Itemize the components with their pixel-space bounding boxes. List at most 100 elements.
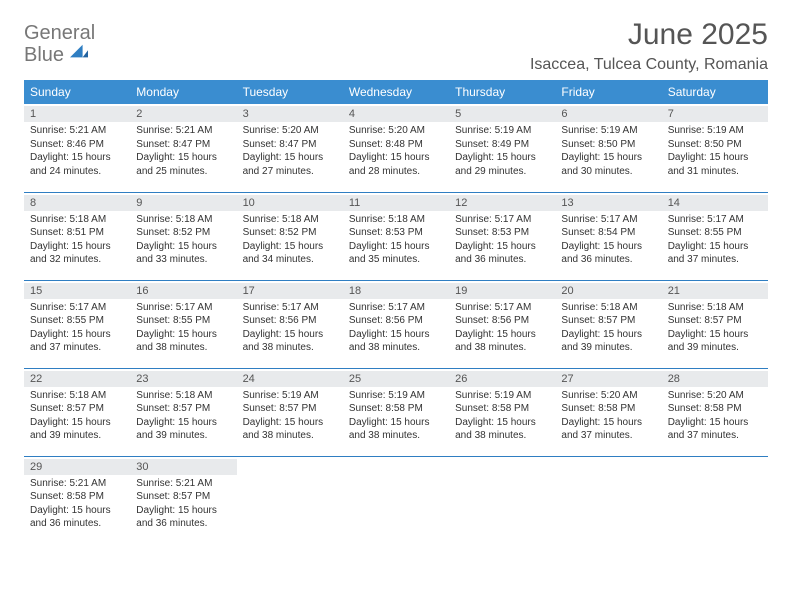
day-number: 11 (343, 195, 449, 211)
title-block: June 2025 Isaccea, Tulcea County, Romani… (530, 18, 768, 74)
logo-line1: General (24, 24, 95, 43)
logo: General Blue (24, 24, 95, 65)
calendar-cell: 18 Sunrise: 5:17 AMSunset: 8:56 PMDayligh… (343, 280, 449, 368)
calendar-week: 22 Sunrise: 5:18 AMSunset: 8:57 PMDayligh… (24, 368, 768, 456)
day-info: Sunrise: 5:19 AMSunset: 8:50 PMDaylight:… (668, 124, 762, 178)
calendar-week: 15 Sunrise: 5:17 AMSunset: 8:55 PMDayligh… (24, 280, 768, 368)
day-number: 20 (555, 283, 661, 299)
calendar-week: 1 Sunrise: 5:21 AMSunset: 8:46 PMDaylight… (24, 104, 768, 192)
day-info: Sunrise: 5:18 AMSunset: 8:51 PMDaylight:… (30, 213, 124, 267)
day-info: Sunrise: 5:17 AMSunset: 8:55 PMDaylight:… (136, 301, 230, 355)
calendar-week: 8 Sunrise: 5:18 AMSunset: 8:51 PMDaylight… (24, 192, 768, 280)
calendar-cell: 25Sunrise: 5:19 AMSunset: 8:58 PMDayligh… (343, 368, 449, 456)
calendar-cell: 2Sunrise: 5:21 AMSunset: 8:47 PMDaylight… (130, 104, 236, 192)
day-info: Sunrise: 5:18 AMSunset: 8:52 PMDaylight:… (243, 213, 337, 267)
calendar-cell: 24Sunrise: 5:19 AMSunset: 8:57 PMDayligh… (237, 368, 343, 456)
weekday-row: SundayMondayTuesdayWednesdayThursdayFrid… (24, 80, 768, 104)
calendar-cell: 9 Sunrise: 5:18 AMSunset: 8:52 PMDaylight… (130, 192, 236, 280)
calendar-week: 29 Sunrise: 5:21 AMSunset: 8:58 PMDayligh… (24, 456, 768, 544)
calendar-cell (662, 456, 768, 544)
calendar-cell: 5Sunrise: 5:19 AMSunset: 8:49 PMDaylight… (449, 104, 555, 192)
day-info: Sunrise: 5:18 AMSunset: 8:57 PMDaylight:… (30, 389, 124, 443)
day-info: Sunrise: 5:17 AMSunset: 8:56 PMDaylight:… (455, 301, 549, 355)
day-number: 19 (449, 283, 555, 299)
day-number: 6 (555, 106, 661, 122)
day-info: Sunrise: 5:18 AMSunset: 8:57 PMDaylight:… (561, 301, 655, 355)
calendar-cell: 11Sunrise: 5:18 AMSunset: 8:53 PMDayligh… (343, 192, 449, 280)
day-number: 17 (237, 283, 343, 299)
calendar-cell: 19 Sunrise: 5:17 AMSunset: 8:56 PMDayligh… (449, 280, 555, 368)
calendar-cell: 7Sunrise: 5:19 AMSunset: 8:50 PMDaylight… (662, 104, 768, 192)
day-info: Sunrise: 5:18 AMSunset: 8:57 PMDaylight:… (668, 301, 762, 355)
day-number: 18 (343, 283, 449, 299)
day-number: 24 (237, 371, 343, 387)
weekday-header: Saturday (662, 80, 768, 104)
day-info: Sunrise: 5:21 AMSunset: 8:47 PMDaylight:… (136, 124, 230, 178)
calendar-cell: 29 Sunrise: 5:21 AMSunset: 8:58 PMDayligh… (24, 456, 130, 544)
day-info: Sunrise: 5:19 AMSunset: 8:58 PMDaylight:… (455, 389, 549, 443)
day-info: Sunrise: 5:17 AMSunset: 8:54 PMDaylight:… (561, 213, 655, 267)
day-info: Sunrise: 5:20 AMSunset: 8:48 PMDaylight:… (349, 124, 443, 178)
day-number: 26 (449, 371, 555, 387)
day-number: 13 (555, 195, 661, 211)
calendar-cell (237, 456, 343, 544)
day-info: Sunrise: 5:18 AMSunset: 8:52 PMDaylight:… (136, 213, 230, 267)
calendar-cell: 3Sunrise: 5:20 AMSunset: 8:47 PMDaylight… (237, 104, 343, 192)
day-number: 30 (130, 459, 236, 475)
calendar-cell: 30 Sunrise: 5:21 AMSunset: 8:57 PMDayligh… (130, 456, 236, 544)
calendar-cell: 17 Sunrise: 5:17 AMSunset: 8:56 PMDayligh… (237, 280, 343, 368)
day-number: 29 (24, 459, 130, 475)
calendar-cell: 28Sunrise: 5:20 AMSunset: 8:58 PMDayligh… (662, 368, 768, 456)
day-info: Sunrise: 5:17 AMSunset: 8:56 PMDaylight:… (243, 301, 337, 355)
location: Isaccea, Tulcea County, Romania (530, 56, 768, 74)
day-info: Sunrise: 5:17 AMSunset: 8:56 PMDaylight:… (349, 301, 443, 355)
header: General Blue June 2025 Isaccea, Tulcea C… (24, 18, 768, 74)
day-number: 21 (662, 283, 768, 299)
day-info: Sunrise: 5:17 AMSunset: 8:53 PMDaylight:… (455, 213, 549, 267)
calendar-cell: 14Sunrise: 5:17 AMSunset: 8:55 PMDayligh… (662, 192, 768, 280)
day-number: 4 (343, 106, 449, 122)
calendar-cell: 12 Sunrise: 5:17 AMSunset: 8:53 PMDayligh… (449, 192, 555, 280)
day-number: 8 (24, 195, 130, 211)
day-info: Sunrise: 5:18 AMSunset: 8:57 PMDaylight:… (136, 389, 230, 443)
weekday-header: Sunday (24, 80, 130, 104)
day-number: 15 (24, 283, 130, 299)
day-number: 23 (130, 371, 236, 387)
calendar-cell: 26 Sunrise: 5:19 AMSunset: 8:58 PMDayligh… (449, 368, 555, 456)
day-info: Sunrise: 5:20 AMSunset: 8:58 PMDaylight:… (668, 389, 762, 443)
day-info: Sunrise: 5:19 AMSunset: 8:49 PMDaylight:… (455, 124, 549, 178)
month-title: June 2025 (530, 18, 768, 52)
calendar-cell: 23 Sunrise: 5:18 AMSunset: 8:57 PMDayligh… (130, 368, 236, 456)
day-number: 9 (130, 195, 236, 211)
weekday-header: Thursday (449, 80, 555, 104)
calendar-cell: 22 Sunrise: 5:18 AMSunset: 8:57 PMDayligh… (24, 368, 130, 456)
calendar-table: SundayMondayTuesdayWednesdayThursdayFrid… (24, 80, 768, 544)
logo-mark-icon (70, 43, 88, 61)
weekday-header: Wednesday (343, 80, 449, 104)
day-number: 12 (449, 195, 555, 211)
day-info: Sunrise: 5:17 AMSunset: 8:55 PMDaylight:… (30, 301, 124, 355)
calendar-cell: 13 Sunrise: 5:17 AMSunset: 8:54 PMDayligh… (555, 192, 661, 280)
calendar-cell: 20 Sunrise: 5:18 AMSunset: 8:57 PMDayligh… (555, 280, 661, 368)
calendar-body: 1 Sunrise: 5:21 AMSunset: 8:46 PMDaylight… (24, 104, 768, 544)
day-info: Sunrise: 5:21 AMSunset: 8:58 PMDaylight:… (30, 477, 124, 531)
weekday-header: Monday (130, 80, 236, 104)
calendar-cell: 6 Sunrise: 5:19 AMSunset: 8:50 PMDaylight… (555, 104, 661, 192)
weekday-header: Friday (555, 80, 661, 104)
day-info: Sunrise: 5:17 AMSunset: 8:55 PMDaylight:… (668, 213, 762, 267)
calendar-cell: 15 Sunrise: 5:17 AMSunset: 8:55 PMDayligh… (24, 280, 130, 368)
calendar-cell: 10 Sunrise: 5:18 AMSunset: 8:52 PMDayligh… (237, 192, 343, 280)
day-number: 27 (555, 371, 661, 387)
day-number: 1 (24, 106, 130, 122)
day-info: Sunrise: 5:21 AMSunset: 8:57 PMDaylight:… (136, 477, 230, 531)
logo-line2: Blue (24, 43, 95, 65)
logo-line2-text: Blue (24, 44, 64, 66)
day-info: Sunrise: 5:19 AMSunset: 8:50 PMDaylight:… (561, 124, 655, 178)
calendar-cell (449, 456, 555, 544)
calendar-cell: 16Sunrise: 5:17 AMSunset: 8:55 PMDayligh… (130, 280, 236, 368)
day-number: 10 (237, 195, 343, 211)
weekday-header: Tuesday (237, 80, 343, 104)
calendar-cell (555, 456, 661, 544)
day-number: 22 (24, 371, 130, 387)
day-info: Sunrise: 5:21 AMSunset: 8:46 PMDaylight:… (30, 124, 124, 178)
